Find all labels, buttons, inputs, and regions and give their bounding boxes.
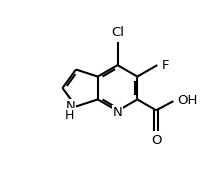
Text: H: H (65, 109, 74, 122)
Text: Cl: Cl (111, 26, 124, 39)
Text: N: N (113, 106, 122, 119)
Text: F: F (162, 59, 169, 72)
Text: OH: OH (177, 94, 197, 107)
Text: N: N (65, 100, 75, 113)
Text: O: O (151, 134, 161, 147)
